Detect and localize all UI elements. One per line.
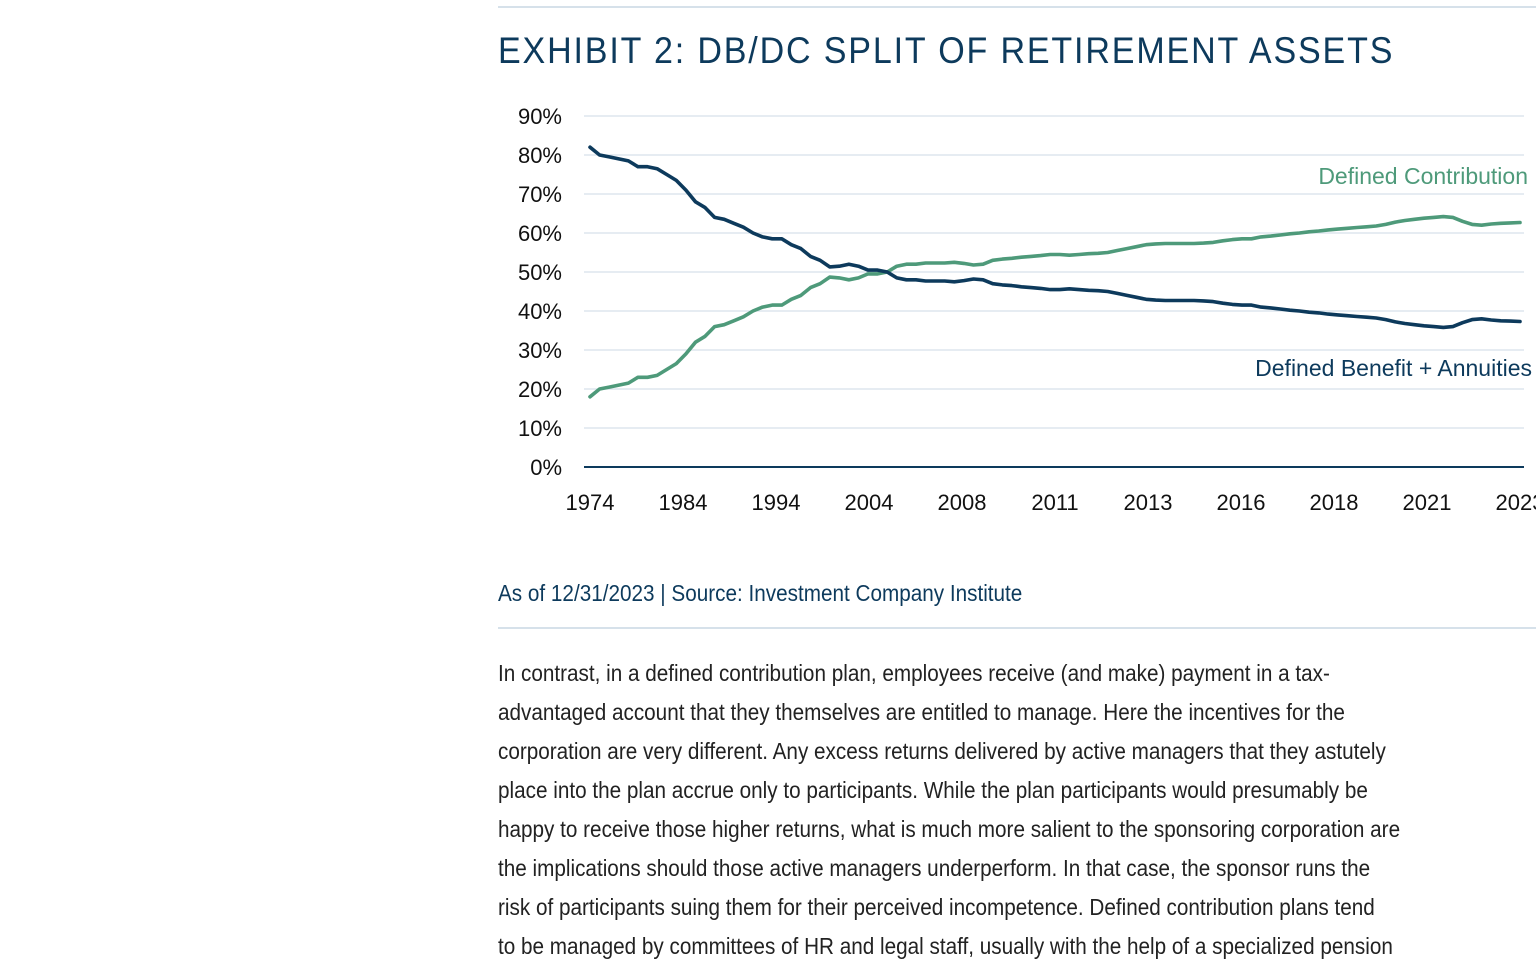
x-tick-label: 1974 (566, 490, 615, 515)
series-label-defined-contribution: Defined Contribution (1318, 163, 1528, 189)
db-dc-line-chart: 0% 10% 20% 30% 40% 50% 60% 70% 80% 90% 1974 1984 199… (518, 104, 1536, 515)
body-line: corporation are very different. Any exce… (498, 738, 1386, 764)
y-tick-label: 50% (518, 260, 562, 285)
x-tick-label: 2004 (845, 490, 894, 515)
top-divider (498, 6, 1536, 8)
x-tick-label: 2011 (1031, 490, 1078, 515)
y-tick-label: 30% (518, 338, 562, 363)
x-tick-label: 2018 (1310, 490, 1359, 515)
x-tick-label: 2016 (1217, 490, 1266, 515)
body-line: the implications should those active man… (498, 855, 1371, 881)
x-tick-label: 2021 (1403, 490, 1452, 515)
x-tick-label: 1994 (752, 490, 801, 515)
source-divider (498, 627, 1536, 629)
body-line: happy to receive those higher returns, w… (498, 816, 1401, 842)
body-line: to be managed by committees of HR and le… (498, 933, 1393, 959)
y-tick-label: 60% (518, 221, 562, 246)
series-line-defined-benefit (588, 145, 1522, 330)
y-tick-label: 20% (518, 377, 562, 402)
x-tick-label: 1984 (659, 490, 708, 515)
body-line: advantaged account that they themselves … (498, 699, 1345, 725)
exhibit-title: EXHIBIT 2: DB/DC SPLIT OF RETIREMENT ASS… (498, 30, 1395, 71)
x-tick-label: 2008 (938, 490, 987, 515)
y-tick-label: 80% (518, 143, 562, 168)
y-tick-label: 70% (518, 182, 562, 207)
body-line: risk of participants suing them for thei… (498, 894, 1375, 920)
y-tick-label: 10% (518, 416, 562, 441)
x-tick-label: 2013 (1124, 490, 1173, 515)
series-label-defined-benefit: Defined Benefit + Annuities (1255, 355, 1532, 381)
article-body: In contrast, in a defined contribution p… (498, 654, 1536, 966)
x-tick-label: 2023 (1496, 490, 1536, 515)
y-tick-label: 0% (530, 455, 562, 480)
body-line: place into the plan accrue only to parti… (498, 777, 1368, 803)
y-tick-label: 40% (518, 299, 562, 324)
series-line-defined-contribution (588, 214, 1522, 399)
y-tick-label: 90% (518, 104, 562, 129)
body-line: In contrast, in a defined contribution p… (498, 660, 1330, 686)
source-note: As of 12/31/2023 | Source: Investment Co… (498, 580, 1023, 606)
